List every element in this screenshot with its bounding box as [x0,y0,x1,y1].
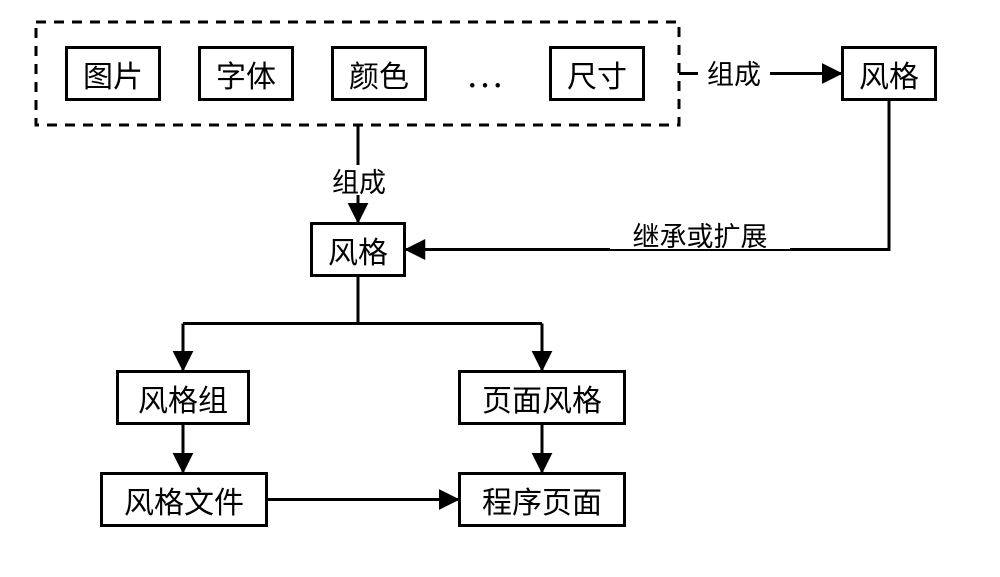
node-style-top: 风格 [841,46,937,101]
node-page-style-label: 页面风格 [482,376,602,420]
node-color: 颜色 [331,46,427,101]
diagram-stage: { "canvas": { "width": 1000, "height": 5… [0,0,1000,577]
node-font: 字体 [198,46,294,101]
node-style-group: 风格组 [116,370,250,425]
node-style-mid-label: 风格 [328,228,388,272]
node-program-page-label: 程序页面 [482,478,602,522]
node-style-file-label: 风格文件 [124,478,244,522]
node-style-group-label: 风格组 [138,376,228,420]
node-style-top-label: 风格 [859,52,919,96]
node-style-mid: 风格 [310,222,406,277]
node-style-file: 风格文件 [100,472,268,527]
node-image-label: 图片 [83,52,143,96]
node-page-style: 页面风格 [458,370,626,425]
node-program-page: 程序页面 [458,472,626,527]
node-size-label: 尺寸 [567,52,627,96]
compose-right-label: 组成 [701,57,767,87]
compose-down-label: 组成 [326,165,392,195]
node-font-label: 字体 [216,52,276,96]
node-color-label: 颜色 [349,52,409,96]
node-image: 图片 [65,46,161,101]
node-size: 尺寸 [549,46,645,101]
ellipsis-label: … [452,60,518,90]
inherit-label: 继承或扩展 [610,219,790,249]
